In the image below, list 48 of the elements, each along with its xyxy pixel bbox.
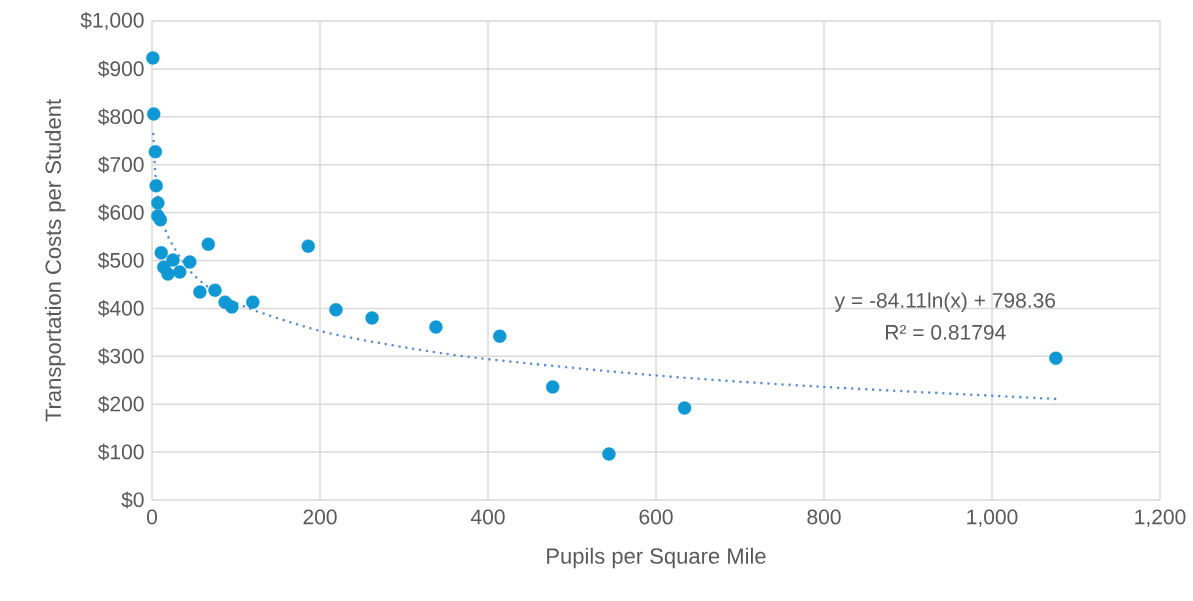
point [365,311,379,325]
y-tick-label: $300 [97,347,144,365]
point [208,283,222,297]
y-tick-label: $400 [97,299,144,317]
point [677,401,692,415]
x-axis-title: Pupils per Square Mile [547,547,766,569]
y-tick-label: $500 [97,252,144,269]
annotation: y = -84.11ln(x) + 798.36 [834,292,1056,312]
point [146,51,160,65]
point [429,320,443,334]
y-tick-label: $200 [97,395,144,413]
annotation: R² = 0.81794 [886,324,1006,340]
x-tick-label: 800 [807,509,841,525]
y-tick-label: $100 [97,443,144,461]
point [151,196,165,210]
point [166,253,180,267]
y-tick-label: $1,000 [80,11,144,31]
point [146,107,161,121]
point [154,246,168,260]
y-tick-label: $600 [97,204,144,222]
point [246,295,260,309]
point [201,237,215,251]
point [183,255,197,269]
point [173,265,187,279]
point [149,179,163,193]
point [301,239,315,253]
point [193,285,207,299]
point [602,447,616,461]
point [148,145,163,159]
point [153,213,168,227]
y-tick-label: $800 [97,108,144,126]
x-tick-label: 400 [470,509,505,525]
y-tick-label: $0 [121,491,144,509]
point [161,267,175,281]
point [493,329,507,343]
x-tick-label: 0 [146,509,158,525]
point [545,380,560,394]
y-tick-label: $900 [97,60,144,78]
x-tick-label: 600 [639,509,673,525]
x-tick-label: 1,200 [1135,509,1186,527]
line-series [151,132,1058,401]
point [1049,351,1063,365]
y-tick-label: $700 [97,156,144,174]
point [225,300,239,314]
x-tick-label: 1,000 [967,509,1018,527]
point [329,303,343,317]
x-tick-label: 200 [303,509,337,525]
y-axis-title: Transportation Costs per Student [44,99,66,422]
